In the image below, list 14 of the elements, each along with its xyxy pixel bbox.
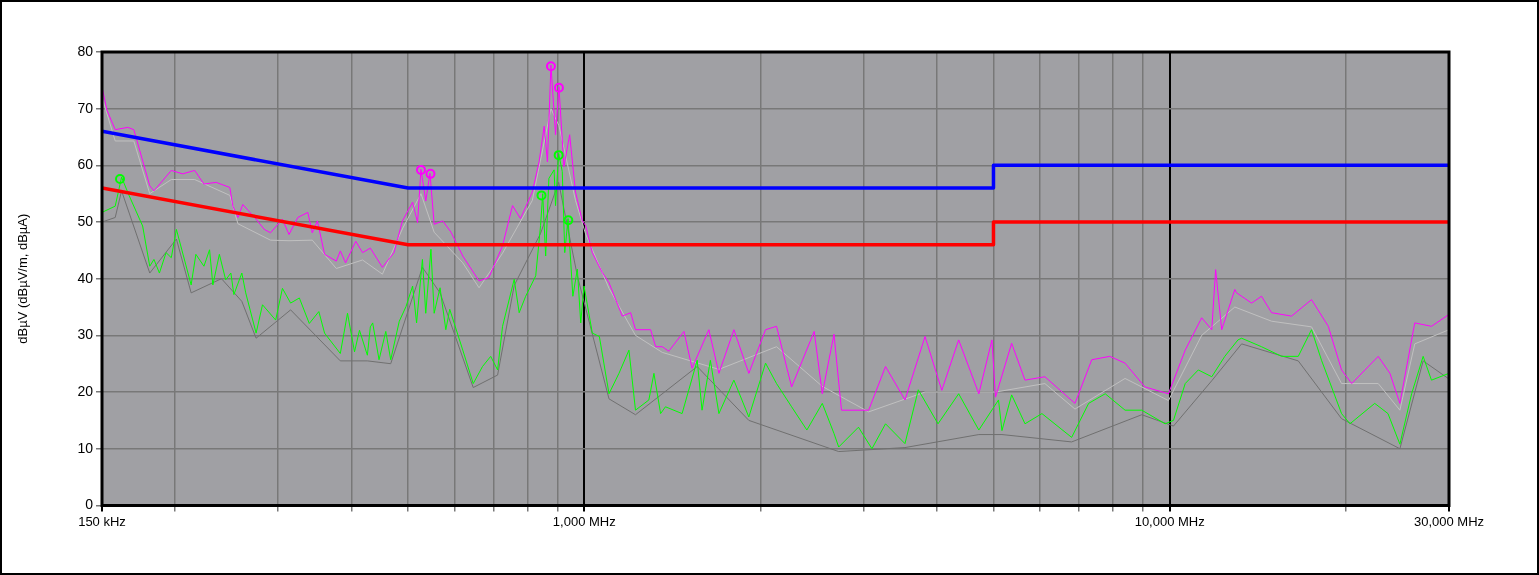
y-tick-label: 30: [77, 326, 94, 343]
x-tick-label: 1,000 MHz: [552, 513, 616, 529]
y-tick-label: 60: [77, 156, 94, 173]
x-tick-label: 10,000 MHz: [1134, 513, 1205, 529]
y-tick-label: 70: [77, 99, 94, 116]
y-axis-title: dBµV (dBµV/m, dBµA): [15, 213, 31, 344]
y-tick-label: 0: [85, 496, 94, 513]
y-tick-label: 20: [77, 382, 94, 399]
x-tick-label: 150 kHz: [78, 513, 126, 529]
y-tick-label: 40: [77, 269, 94, 286]
x-tick-label: 30,000 MHz: [1413, 513, 1485, 529]
y-tick-label: 80: [77, 42, 94, 59]
y-tick-label: 10: [77, 439, 94, 456]
y-tick-label: 50: [77, 212, 94, 229]
